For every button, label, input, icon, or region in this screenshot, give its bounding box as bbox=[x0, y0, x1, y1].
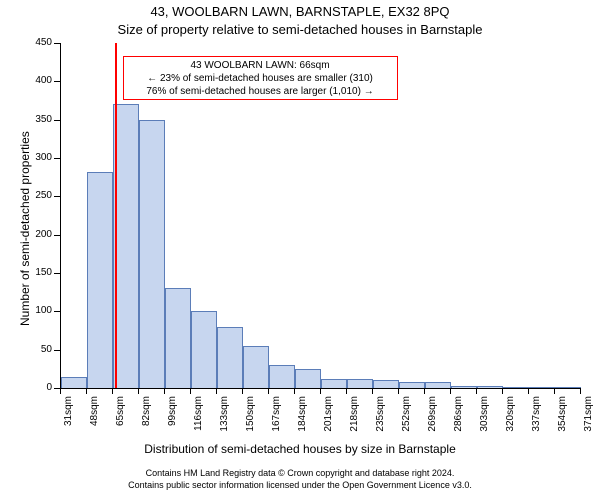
histogram-bar bbox=[451, 386, 476, 388]
x-tick-label: 218sqm bbox=[350, 396, 360, 446]
histogram-bar bbox=[347, 379, 372, 388]
x-tick bbox=[502, 388, 503, 394]
infobox-line3: 76% of semi-detached houses are larger (… bbox=[128, 85, 393, 98]
chart-subtitle: Size of property relative to semi-detach… bbox=[0, 22, 600, 37]
x-tick-label: 303sqm bbox=[480, 396, 490, 446]
histogram-bar bbox=[191, 311, 216, 388]
x-tick-label: 286sqm bbox=[454, 396, 464, 446]
y-tick-label: 450 bbox=[24, 38, 52, 48]
histogram-bar bbox=[425, 382, 450, 388]
y-tick bbox=[54, 350, 60, 351]
x-tick-label: 31sqm bbox=[64, 396, 74, 446]
x-tick bbox=[346, 388, 347, 394]
y-tick-label: 150 bbox=[24, 268, 52, 278]
plot-area: 43 WOOLBARN LAWN: 66sqm← 23% of semi-det… bbox=[60, 43, 581, 389]
x-tick-label: 252sqm bbox=[402, 396, 412, 446]
x-tick-label: 354sqm bbox=[558, 396, 568, 446]
y-tick-label: 100 bbox=[24, 306, 52, 316]
x-tick-label: 201sqm bbox=[324, 396, 334, 446]
y-tick-label: 300 bbox=[24, 153, 52, 163]
x-tick bbox=[112, 388, 113, 394]
histogram-bar bbox=[165, 288, 190, 388]
histogram-bar bbox=[503, 387, 528, 388]
x-tick bbox=[242, 388, 243, 394]
x-tick bbox=[164, 388, 165, 394]
footer-line-2: Contains public sector information licen… bbox=[0, 479, 600, 491]
chart-title-address: 43, WOOLBARN LAWN, BARNSTAPLE, EX32 8PQ bbox=[0, 4, 600, 19]
histogram-bar bbox=[295, 369, 320, 388]
y-tick bbox=[54, 120, 60, 121]
x-tick bbox=[528, 388, 529, 394]
property-info-box: 43 WOOLBARN LAWN: 66sqm← 23% of semi-det… bbox=[123, 56, 398, 100]
histogram-bar bbox=[321, 379, 346, 388]
x-tick bbox=[554, 388, 555, 394]
x-tick bbox=[294, 388, 295, 394]
y-tick-label: 200 bbox=[24, 230, 52, 240]
y-tick bbox=[54, 235, 60, 236]
footer-line-1: Contains HM Land Registry data © Crown c… bbox=[0, 467, 600, 479]
x-tick bbox=[320, 388, 321, 394]
y-tick-label: 350 bbox=[24, 115, 52, 125]
x-tick-label: 82sqm bbox=[142, 396, 152, 446]
x-tick-label: 48sqm bbox=[90, 396, 100, 446]
histogram-bar bbox=[269, 365, 294, 388]
infobox-line1: 43 WOOLBARN LAWN: 66sqm bbox=[128, 59, 393, 72]
x-tick-label: 371sqm bbox=[584, 396, 594, 446]
x-tick-label: 235sqm bbox=[376, 396, 386, 446]
y-tick bbox=[54, 81, 60, 82]
property-marker-line bbox=[115, 43, 117, 388]
x-tick bbox=[86, 388, 87, 394]
histogram-bar bbox=[399, 382, 424, 388]
x-tick-label: 184sqm bbox=[298, 396, 308, 446]
x-tick-label: 337sqm bbox=[532, 396, 542, 446]
x-tick bbox=[138, 388, 139, 394]
x-tick-label: 65sqm bbox=[116, 396, 126, 446]
y-tick bbox=[54, 196, 60, 197]
histogram-bar bbox=[477, 386, 502, 388]
x-tick bbox=[424, 388, 425, 394]
x-tick bbox=[190, 388, 191, 394]
y-tick bbox=[54, 158, 60, 159]
histogram-bar bbox=[217, 327, 242, 388]
x-tick bbox=[398, 388, 399, 394]
y-tick bbox=[54, 311, 60, 312]
y-tick-label: 250 bbox=[24, 191, 52, 201]
histogram-bar bbox=[529, 387, 554, 388]
x-tick-label: 133sqm bbox=[220, 396, 230, 446]
x-tick bbox=[372, 388, 373, 394]
histogram-bar bbox=[555, 387, 580, 388]
histogram-bar bbox=[61, 377, 86, 389]
chart-container: 43, WOOLBARN LAWN, BARNSTAPLE, EX32 8PQ … bbox=[0, 0, 600, 500]
x-tick-label: 150sqm bbox=[246, 396, 256, 446]
histogram-bar bbox=[139, 120, 164, 388]
x-tick bbox=[216, 388, 217, 394]
x-tick-label: 116sqm bbox=[194, 396, 204, 446]
y-tick-label: 50 bbox=[24, 345, 52, 355]
x-tick bbox=[60, 388, 61, 394]
x-tick-label: 99sqm bbox=[168, 396, 178, 446]
y-tick bbox=[54, 43, 60, 44]
x-tick bbox=[268, 388, 269, 394]
y-tick-label: 0 bbox=[24, 383, 52, 393]
x-tick bbox=[580, 388, 581, 394]
histogram-bar bbox=[87, 172, 112, 388]
x-tick bbox=[450, 388, 451, 394]
x-tick-label: 167sqm bbox=[272, 396, 282, 446]
histogram-bar bbox=[373, 380, 398, 388]
histogram-bar bbox=[243, 346, 268, 388]
infobox-line2: ← 23% of semi-detached houses are smalle… bbox=[128, 72, 393, 85]
y-tick-label: 400 bbox=[24, 76, 52, 86]
x-tick bbox=[476, 388, 477, 394]
x-tick-label: 320sqm bbox=[506, 396, 516, 446]
x-tick-label: 269sqm bbox=[428, 396, 438, 446]
y-tick bbox=[54, 273, 60, 274]
histogram-bar bbox=[113, 104, 138, 388]
